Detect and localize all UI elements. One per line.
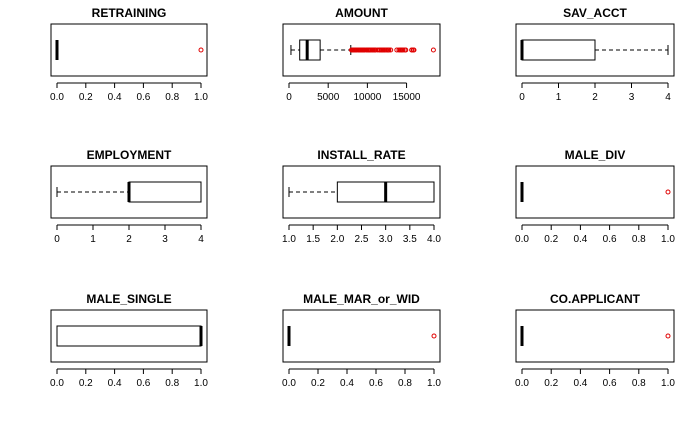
x-tick-label: 3.0: [379, 234, 393, 245]
x-tick-label: 0.0: [282, 378, 296, 389]
panel-title: MALE_SINGLE: [86, 292, 171, 306]
outlier-point: [665, 333, 671, 339]
x-tick-label: 0.6: [369, 378, 383, 389]
panel-male-single: MALE_SINGLE 0.0 0.2 0.4 0.6 0.8 1.0: [50, 292, 208, 389]
panel-title: INSTALL_RATE: [317, 148, 405, 162]
panel-title: SAV_ACCT: [563, 6, 627, 20]
x-tick-label: 1.0: [194, 92, 208, 103]
panel-install-rate: INSTALL_RATE 1.0 1.5 2.0 2.5 3.0 3.5 4.0: [282, 148, 441, 245]
x-tick-label: 0.6: [603, 378, 617, 389]
panel-male-div: MALE_DIV 0.0 0.2 0.4 0.6 0.8 1.0: [515, 148, 675, 245]
x-tick-label: 4: [665, 92, 671, 103]
plot-frame: [515, 309, 675, 363]
outlier-point: [386, 47, 392, 53]
x-tick-label: 2.5: [355, 234, 369, 245]
panel-title: EMPLOYMENT: [87, 148, 172, 162]
x-tick-label: 0.2: [79, 378, 93, 389]
x-tick-label: 0.4: [573, 378, 587, 389]
outlier-point: [403, 47, 409, 53]
x-tick-label: 3: [629, 92, 635, 103]
x-tick-label: 0: [286, 92, 292, 103]
x-tick-label: 1: [90, 234, 96, 245]
x-tick-label: 0.0: [50, 378, 64, 389]
x-tick-label: 1: [556, 92, 562, 103]
outlier-point: [665, 189, 671, 195]
x-tick-label: 1.0: [427, 378, 441, 389]
x-tick-label: 4: [198, 234, 204, 245]
x-tick-label: 1.0: [282, 234, 296, 245]
iqr-box: [56, 325, 202, 347]
outlier-point: [198, 47, 204, 53]
x-tick-label: 0.6: [136, 378, 150, 389]
x-tick-label: 1.0: [194, 378, 208, 389]
panel-title: MALE_MAR_or_WID: [303, 292, 420, 306]
plot-frame: [282, 23, 441, 77]
panel-co-applicant: CO.APPLICANT 0.0 0.2 0.4 0.6 0.8 1.0: [515, 292, 675, 389]
x-tick-label: 0.0: [515, 234, 529, 245]
outlier-point: [431, 333, 437, 339]
x-tick-label: 1.5: [306, 234, 320, 245]
plot-frame: [50, 165, 208, 219]
plot-frame: [282, 309, 441, 363]
x-tick-label: 3.5: [403, 234, 417, 245]
x-tick-label: 1.0: [661, 378, 675, 389]
x-tick-label: 0.4: [108, 378, 122, 389]
x-tick-label: 2: [592, 92, 598, 103]
x-tick-label: 5000: [317, 92, 340, 103]
panel-title: RETRAINING: [92, 6, 167, 20]
outlier-point: [388, 47, 394, 53]
x-tick-label: 0: [519, 92, 525, 103]
plot-frame: [50, 309, 208, 363]
x-tick-label: 10000: [353, 92, 381, 103]
x-tick-label: 15000: [393, 92, 421, 103]
x-tick-label: 0.2: [544, 234, 558, 245]
panel-sav-acct: SAV_ACCT 0 1 2 3 4: [515, 6, 675, 103]
x-tick-label: 2: [126, 234, 132, 245]
x-tick-label: 1.0: [661, 234, 675, 245]
iqr-box: [299, 39, 321, 61]
panel-amount: AMOUNT 0 5000 10000 15000: [282, 6, 441, 103]
plot-frame: [282, 165, 441, 219]
panel-employment: EMPLOYMENT 0 1 2 3 4: [50, 148, 208, 245]
x-tick-label: 0.8: [398, 378, 412, 389]
iqr-box: [128, 181, 202, 203]
outlier-point: [411, 47, 417, 53]
x-tick-label: 0.4: [340, 378, 354, 389]
x-tick-label: 0.2: [311, 378, 325, 389]
panel-title: CO.APPLICANT: [550, 292, 641, 306]
plot-frame: [515, 165, 675, 219]
x-tick-label: 0.8: [165, 378, 179, 389]
panel-male-mar-or-wid: MALE_MAR_or_WID 0.0 0.2 0.4 0.6 0.8 1.0: [282, 292, 441, 389]
plot-frame: [515, 23, 675, 77]
x-tick-label: 0.2: [79, 92, 93, 103]
outlier-point: [400, 47, 406, 53]
x-tick-label: 0.4: [573, 234, 587, 245]
panel-title: MALE_DIV: [565, 148, 626, 162]
x-tick-label: 3: [162, 234, 168, 245]
x-tick-label: 0.0: [50, 92, 64, 103]
plot-frame: [50, 23, 208, 77]
x-tick-label: 4.0: [427, 234, 441, 245]
x-tick-label: 0.6: [603, 234, 617, 245]
x-tick-label: 0.0: [515, 378, 529, 389]
panel-title: AMOUNT: [335, 6, 388, 20]
outlier-point: [430, 47, 436, 53]
x-tick-label: 0.4: [108, 92, 122, 103]
x-tick-label: 0.8: [165, 92, 179, 103]
x-tick-label: 0.2: [544, 378, 558, 389]
x-tick-label: 0.8: [632, 378, 646, 389]
x-tick-label: 0: [54, 234, 60, 245]
iqr-box: [521, 39, 596, 61]
x-tick-label: 0.6: [136, 92, 150, 103]
panel-retraining: RETRAINING 0.0 0.2 0.4 0.6 0.8 1.0: [50, 6, 208, 103]
x-tick-label: 0.8: [632, 234, 646, 245]
x-tick-label: 2.0: [330, 234, 344, 245]
